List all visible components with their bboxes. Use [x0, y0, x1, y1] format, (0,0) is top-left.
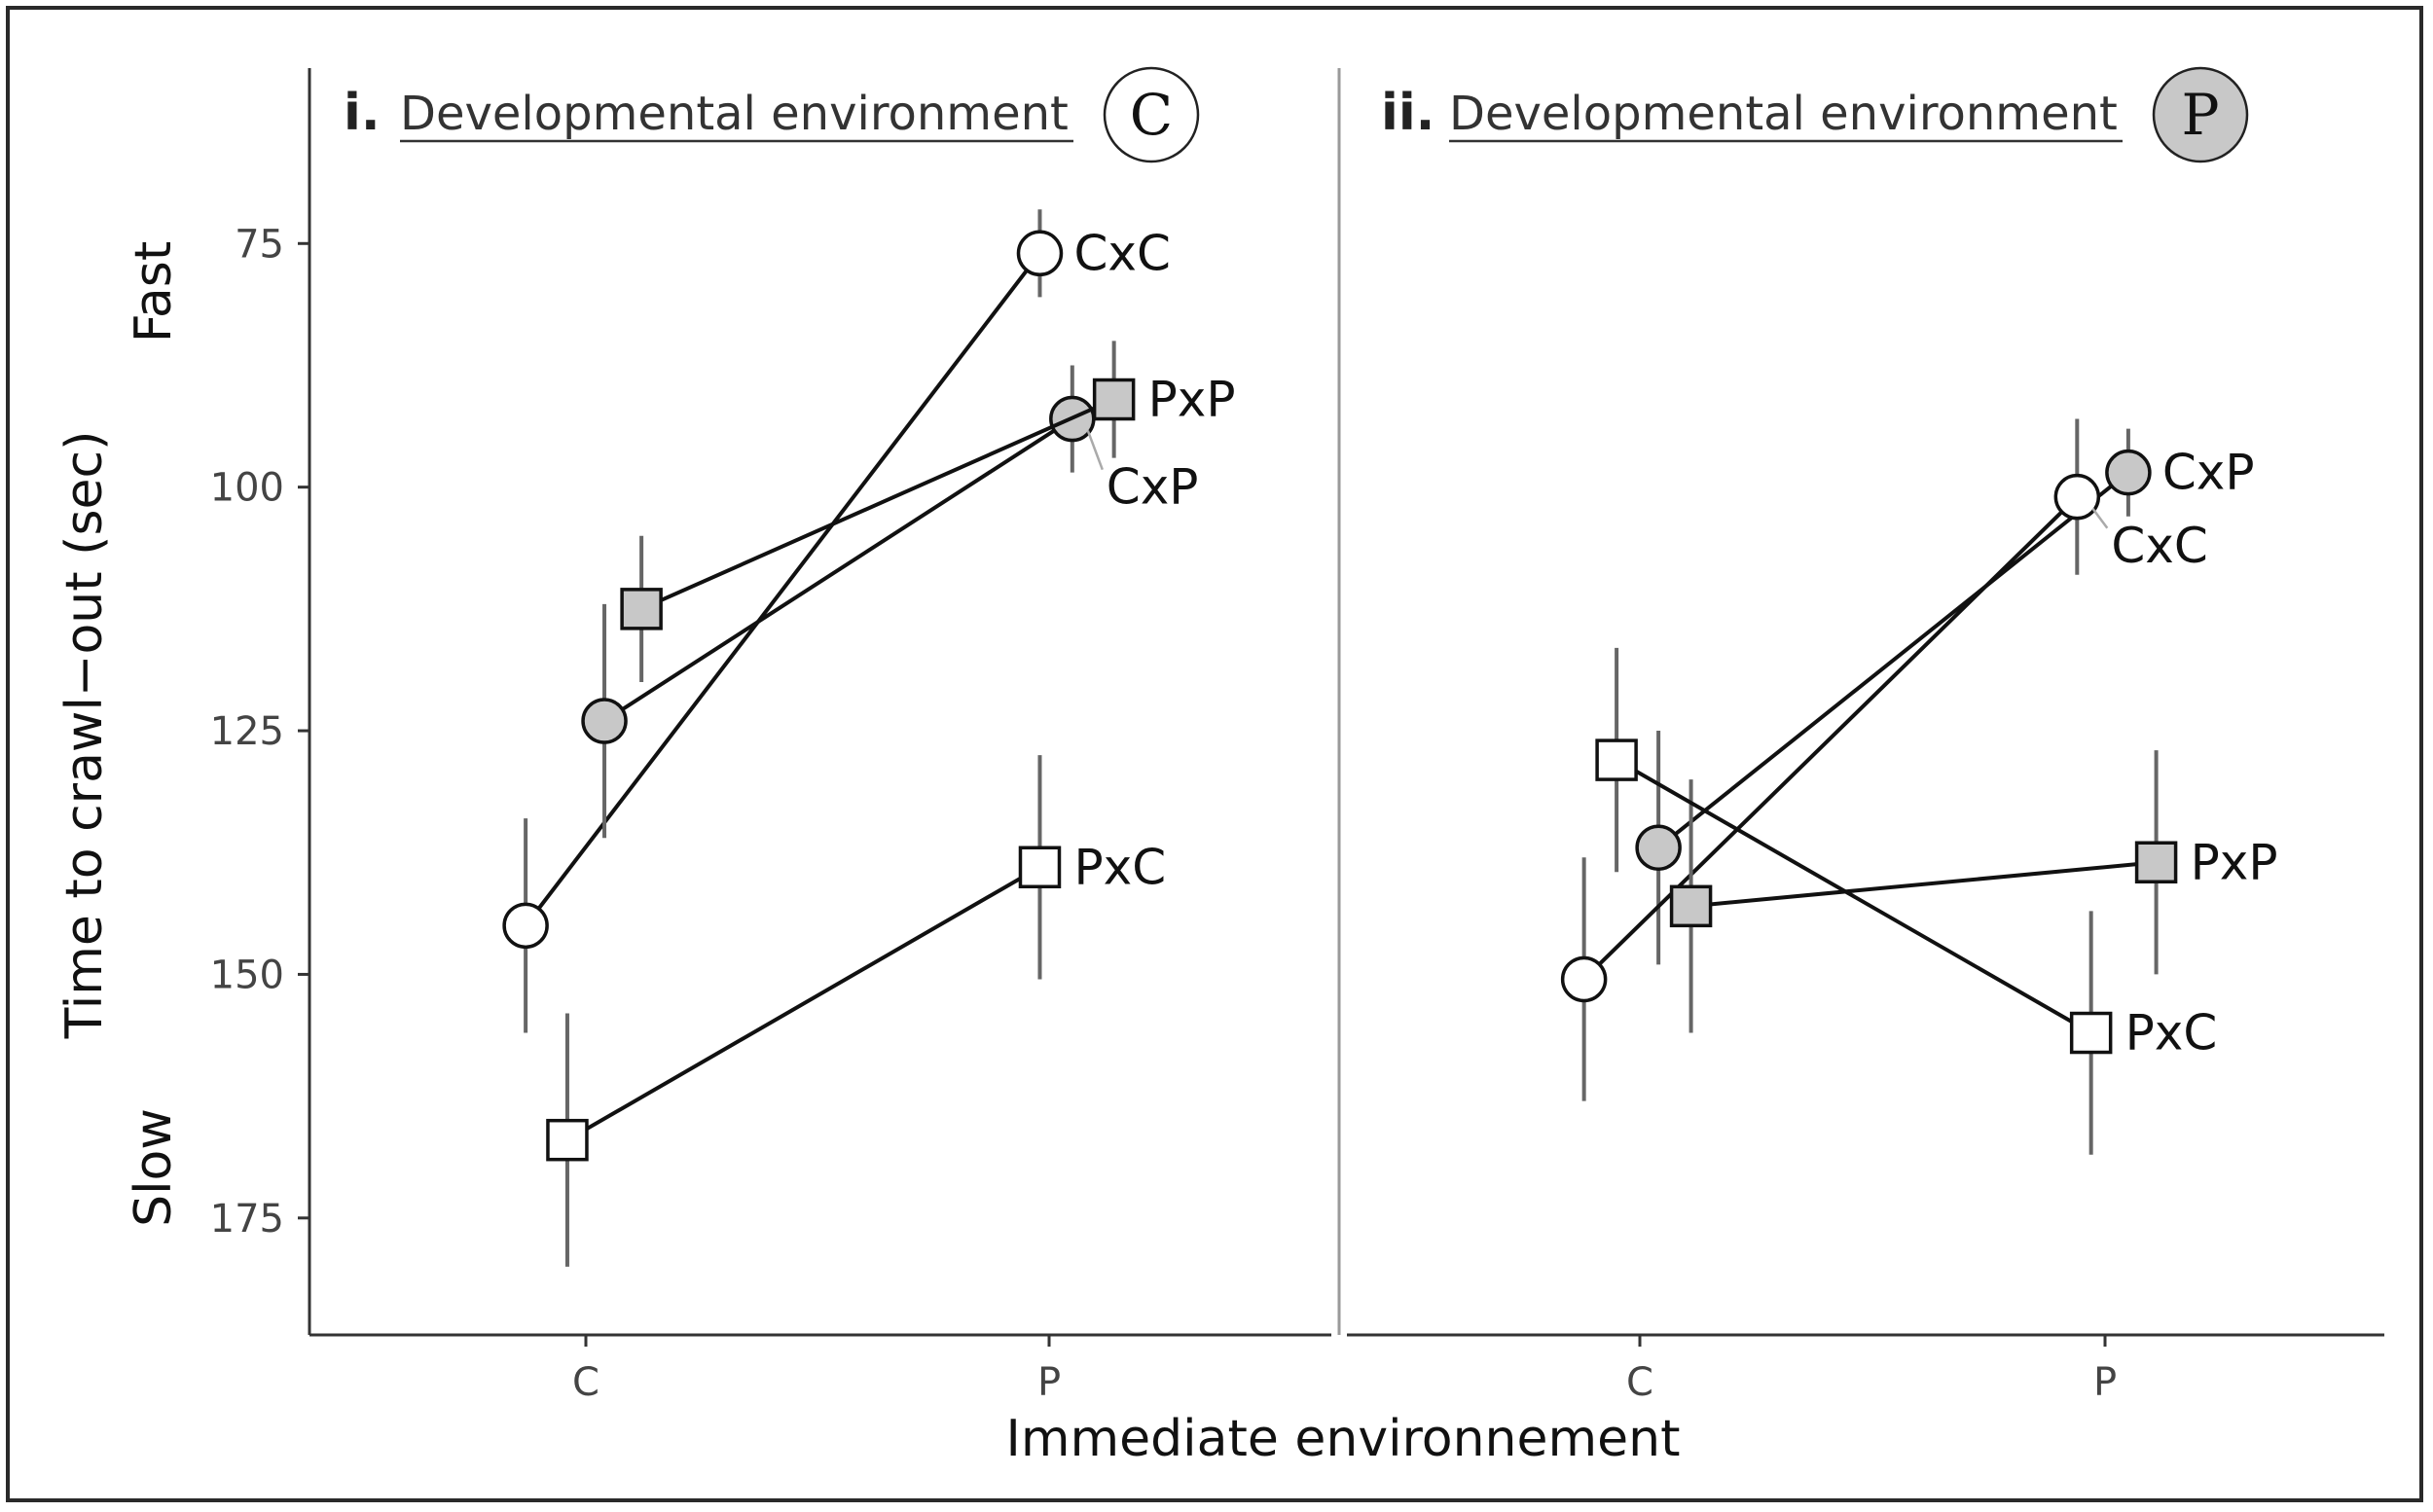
series-label-cxc: CxC [1073, 225, 1170, 281]
data-point [2134, 841, 2178, 884]
x-tick-label-c: C [1626, 1360, 1653, 1405]
data-point [1595, 738, 1638, 781]
series-label-pxc: PxC [2125, 1005, 2218, 1062]
panel-badge-letter: C [1130, 82, 1173, 148]
label-leader [1086, 430, 1104, 471]
series-pxc: PxC [546, 755, 1166, 1267]
data-point [2053, 473, 2101, 521]
data-point [620, 588, 663, 630]
x-axis-title: Immediate environnement [1006, 1410, 1681, 1468]
series-pxc: PxC [1595, 647, 2218, 1155]
series-label-cxc: CxC [2111, 518, 2207, 574]
panel-badge-letter: P [2181, 82, 2219, 148]
data-point [1669, 884, 1713, 928]
axes-layer: 75 100 125 150 175 [210, 68, 1341, 1335]
series-line [565, 865, 1041, 1142]
series-cxp: CxP [1635, 428, 2255, 965]
y-tick-label-150: 150 [210, 953, 284, 997]
data-point [1560, 955, 1608, 1003]
panel-number: ii. [1381, 84, 1434, 142]
panel-developmental-c: C Pi. Developmental environment C CxC CxP PxP P… [309, 66, 1331, 1405]
y-tick-label-175: 175 [210, 1197, 284, 1242]
series-line [524, 252, 1042, 927]
data-point [1092, 378, 1136, 421]
series-pxp: PxP [1669, 750, 2278, 1033]
series-pxp: PxP [620, 341, 1236, 682]
data-point [546, 1118, 589, 1162]
series-line [1690, 860, 2157, 909]
x-tick-label-p: P [1037, 1360, 1061, 1405]
series-label-pxp: PxP [2191, 834, 2278, 890]
figure-frame [6, 6, 2423, 1502]
panel-developmental-p: C Pii. Developmental environment P CxP CxC PxP… [1347, 66, 2384, 1405]
series-line [602, 416, 1073, 723]
y-axis-title: Time to crawl−out (sec) [55, 431, 114, 1040]
x-tick-label-c: C [572, 1360, 599, 1405]
y-annotation-slow: Slow [125, 1108, 183, 1227]
series-line [640, 397, 1115, 611]
data-point [1635, 824, 1682, 871]
data-point [1016, 230, 1064, 277]
y-annotation-fast: Fast [125, 241, 183, 342]
series-line [1656, 471, 2130, 849]
data-point [1018, 846, 1062, 889]
series-cxc: CxC [1560, 418, 2208, 1101]
data-point [581, 698, 628, 744]
y-tick-label-125: 125 [210, 709, 284, 754]
series-label-pxc: PxC [1073, 839, 1166, 895]
panel-title: Developmental environment [400, 87, 1069, 141]
y-tick-label-100: 100 [210, 466, 284, 511]
series-label-cxp: CxP [2162, 445, 2255, 501]
x-tick-label-p: P [2093, 1360, 2117, 1405]
series-line [1582, 495, 2079, 981]
series-label-cxp: CxP [1107, 459, 1199, 516]
series-line [1616, 758, 2092, 1035]
data-point [2105, 449, 2152, 496]
panel-title: Developmental environment [1449, 87, 2118, 141]
series-label-pxp: PxP [1148, 372, 1236, 428]
panel-badge [2152, 66, 2249, 163]
data-point [2069, 1011, 2113, 1055]
label-leader [2091, 507, 2109, 529]
data-point [502, 902, 549, 950]
series-cxc: CxC [502, 209, 1171, 1033]
panel-number: i. [344, 84, 381, 142]
y-tick-label-75: 75 [235, 222, 284, 267]
panel-badge [1103, 66, 1200, 163]
series-cxp: CxP [581, 365, 1199, 839]
